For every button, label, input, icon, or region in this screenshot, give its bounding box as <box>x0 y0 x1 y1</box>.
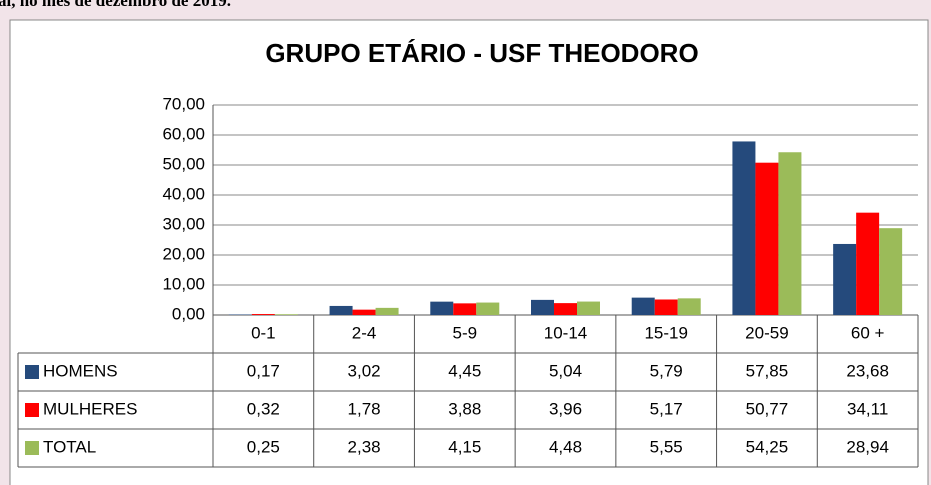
x-tick-label: 0-1 <box>251 323 276 342</box>
chart-title: GRUPO ETÁRIO - USF THEODORO <box>265 38 698 68</box>
bar <box>453 303 477 315</box>
data-label: 57,85 <box>746 361 789 380</box>
bar <box>352 309 376 315</box>
data-label: 1,78 <box>348 399 381 418</box>
y-tick-label: 70,00 <box>162 94 205 113</box>
data-label: 5,04 <box>549 361 582 380</box>
y-tick-label: 30,00 <box>162 214 205 233</box>
header-text: al, no mês de dezembro de 2019. <box>0 0 231 10</box>
bar <box>430 301 454 315</box>
data-label: 5,79 <box>650 361 683 380</box>
x-tick-label: 10-14 <box>544 323 587 342</box>
y-tick-label: 60,00 <box>162 124 205 143</box>
data-label: 3,02 <box>348 361 381 380</box>
bar <box>329 305 353 315</box>
bar <box>274 314 298 315</box>
bar <box>677 298 701 315</box>
data-label: 34,11 <box>847 399 888 418</box>
bar <box>375 307 399 315</box>
legend-swatch <box>25 403 39 417</box>
data-label: 4,45 <box>448 361 481 380</box>
x-tick-label: 20-59 <box>745 323 788 342</box>
data-label: 0,32 <box>247 399 280 418</box>
bar <box>228 314 252 315</box>
data-label: 4,48 <box>549 437 582 456</box>
x-tick-label: 2-4 <box>352 323 377 342</box>
data-label: 28,94 <box>846 437 889 456</box>
data-label: 4,15 <box>448 437 481 456</box>
bar <box>778 152 802 315</box>
data-label: 50,77 <box>746 399 789 418</box>
data-label: 0,17 <box>247 361 280 380</box>
data-label: 3,88 <box>448 399 481 418</box>
data-label: 3,96 <box>549 399 582 418</box>
data-label: 5,17 <box>650 399 683 418</box>
legend-label: MULHERES <box>43 399 137 418</box>
data-label: 2,38 <box>348 437 381 456</box>
data-label: 5,55 <box>650 437 683 456</box>
x-tick-label: 5-9 <box>452 323 477 342</box>
legend-swatch <box>25 365 39 379</box>
bar <box>531 299 554 315</box>
bar <box>631 297 655 315</box>
bar <box>833 243 857 315</box>
bar <box>251 314 275 315</box>
y-tick-label: 20,00 <box>162 244 205 263</box>
y-tick-label: 40,00 <box>162 184 205 203</box>
bar <box>879 228 903 315</box>
bar <box>554 303 577 315</box>
bar <box>476 302 500 315</box>
legend-label: TOTAL <box>43 437 96 456</box>
x-tick-label: 60 + <box>851 323 885 342</box>
legend-label: HOMENS <box>43 361 118 380</box>
bar <box>654 299 678 315</box>
legend-swatch <box>25 441 39 455</box>
x-tick-label: 15-19 <box>644 323 687 342</box>
y-tick-label: 50,00 <box>162 154 205 173</box>
bar <box>577 301 600 315</box>
data-label: 23,68 <box>846 361 889 380</box>
data-label: 0,25 <box>247 437 280 456</box>
bar <box>856 212 880 315</box>
y-tick-label: 0,00 <box>172 304 205 323</box>
bar <box>732 141 756 315</box>
data-label: 54,25 <box>746 437 789 456</box>
y-tick-label: 10,00 <box>162 274 205 293</box>
bar <box>755 162 779 315</box>
